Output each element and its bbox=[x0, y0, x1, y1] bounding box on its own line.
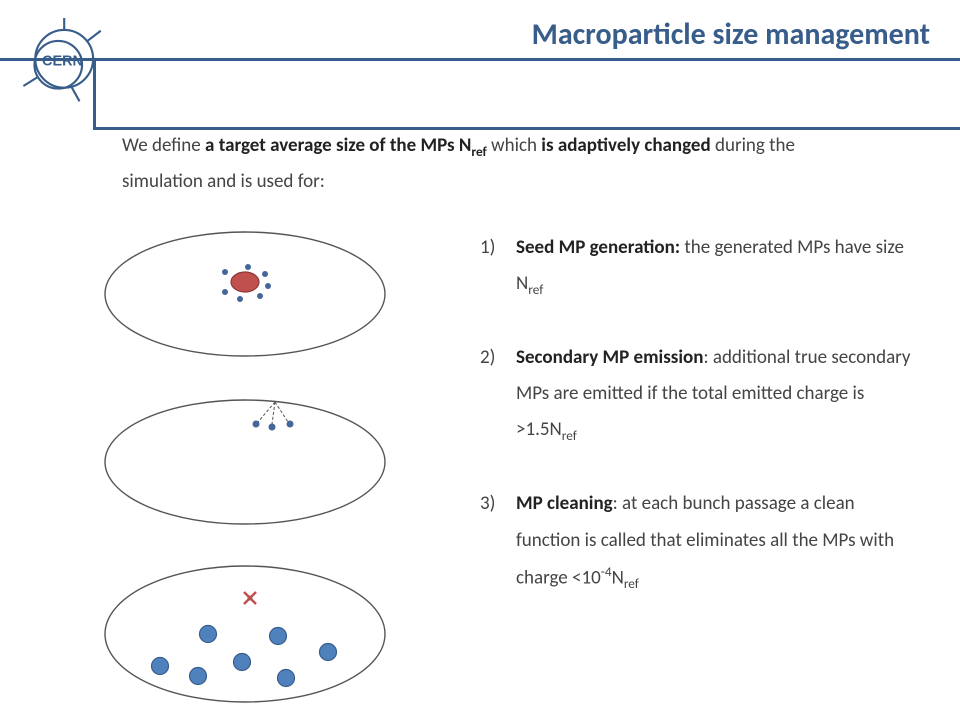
list-item: 1) Seed MP generation: the generated MPs… bbox=[480, 230, 920, 302]
cleaning-diagram bbox=[100, 556, 390, 706]
intro-text: We define a target average size of the M… bbox=[122, 128, 852, 200]
list-body: Seed MP generation: the generated MPs ha… bbox=[516, 230, 920, 302]
list-item: 2) Secondary MP emission: additional tru… bbox=[480, 340, 920, 448]
numbered-list: 1) Seed MP generation: the generated MPs… bbox=[480, 230, 920, 634]
list-item: 3) MP cleaning: at each bunch passage a … bbox=[480, 486, 920, 596]
list-body: Secondary MP emission: additional true s… bbox=[516, 340, 920, 448]
list-number: 3) bbox=[480, 486, 516, 596]
cern-logo: CERN bbox=[20, 18, 105, 103]
page-title: Macroparticle size management bbox=[532, 16, 930, 53]
secondary-emission-diagram bbox=[100, 392, 390, 532]
list-body: MP cleaning: at each bunch passage a cle… bbox=[516, 486, 920, 596]
header-rule-top bbox=[0, 58, 960, 61]
seed-generation-diagram bbox=[100, 224, 390, 364]
list-number: 1) bbox=[480, 230, 516, 302]
svg-text:CERN: CERN bbox=[42, 54, 83, 70]
list-number: 2) bbox=[480, 340, 516, 448]
